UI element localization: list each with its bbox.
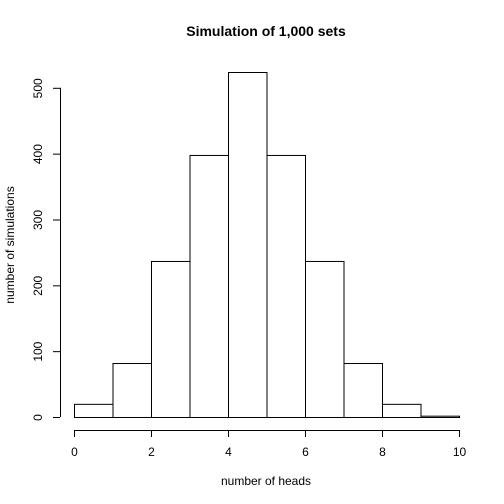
y-axis-label: number of simulations [3, 186, 17, 303]
y-axis: 0 100 200 300 400 500 [31, 78, 61, 421]
y-tick-label-1: 100 [31, 341, 45, 361]
histogram-bar-7 [343, 363, 383, 418]
histogram-bar-0 [74, 403, 114, 419]
x-axis-label: number of heads [221, 474, 311, 488]
y-tick-label-0: 0 [31, 414, 45, 421]
y-tick-label-4: 400 [31, 144, 45, 164]
y-tick-label-3: 300 [31, 210, 45, 230]
histogram-bar-5 [266, 154, 306, 418]
x-axis: 0 2 4 6 8 10 [71, 430, 466, 459]
x-tick-label-4: 8 [379, 445, 386, 459]
x-ticks: 0 2 4 6 8 10 [71, 430, 466, 459]
histogram-bar-6 [305, 260, 345, 418]
y-tick-label-2: 200 [31, 275, 45, 295]
y-ticks: 0 100 200 300 400 500 [31, 78, 60, 421]
histogram-bar-1 [112, 363, 152, 418]
histogram-bar-8 [382, 403, 422, 419]
histogram-bar-2 [151, 260, 191, 418]
x-tick-label-0: 0 [71, 445, 78, 459]
histogram-bar-4 [228, 72, 268, 418]
x-tick-label-3: 6 [302, 445, 309, 459]
histogram-bar-9 [420, 415, 460, 418]
y-tick-label-5: 500 [31, 78, 45, 98]
bars-group [74, 72, 460, 419]
x-tick-label-1: 2 [148, 445, 155, 459]
histogram-bar-3 [189, 154, 229, 418]
x-tick-label-5: 10 [453, 445, 467, 459]
chart-title: Simulation of 1,000 sets [186, 23, 346, 39]
x-tick-label-2: 4 [225, 445, 232, 459]
